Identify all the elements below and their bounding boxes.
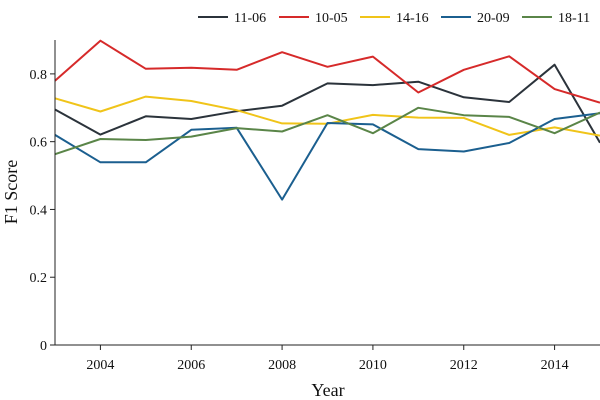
x-tick-label: 2004 xyxy=(86,358,114,373)
x-axis-ticks: 2004 2006 2008 2010 2012 2014 xyxy=(86,345,569,373)
legend-label-20-09: 20-09 xyxy=(477,11,510,26)
x-tick-label: 2010 xyxy=(359,358,387,373)
x-axis-title: Year xyxy=(311,380,344,400)
y-axis-ticks: 0 0.2 0.4 0.6 0.8 xyxy=(30,68,55,354)
legend-label-18-11: 18-11 xyxy=(558,11,590,26)
series-line-18-11 xyxy=(54,106,600,156)
series-line-10-05 xyxy=(54,39,600,104)
legend: 11-06 10-05 14-16 20-09 18-11 xyxy=(198,11,590,26)
y-tick-label: 0 xyxy=(40,339,47,354)
x-tick-label: 2006 xyxy=(177,358,205,373)
series-line-20-09 xyxy=(54,112,600,201)
y-tick-label: 0.2 xyxy=(30,271,48,286)
series-line-11-06 xyxy=(54,63,600,144)
y-axis-title: F1 Score xyxy=(1,160,21,225)
legend-label-14-16: 14-16 xyxy=(396,11,429,26)
y-tick-label: 0.6 xyxy=(30,136,48,151)
x-tick-label: 2008 xyxy=(268,358,296,373)
plot-area xyxy=(54,39,600,201)
legend-label-11-06: 11-06 xyxy=(234,11,266,26)
x-tick-label: 2014 xyxy=(541,358,569,373)
y-tick-label: 0.8 xyxy=(30,68,48,83)
y-tick-label: 0.4 xyxy=(30,203,48,218)
axes xyxy=(54,40,600,346)
x-tick-label: 2012 xyxy=(450,358,478,373)
legend-label-10-05: 10-05 xyxy=(315,11,348,26)
